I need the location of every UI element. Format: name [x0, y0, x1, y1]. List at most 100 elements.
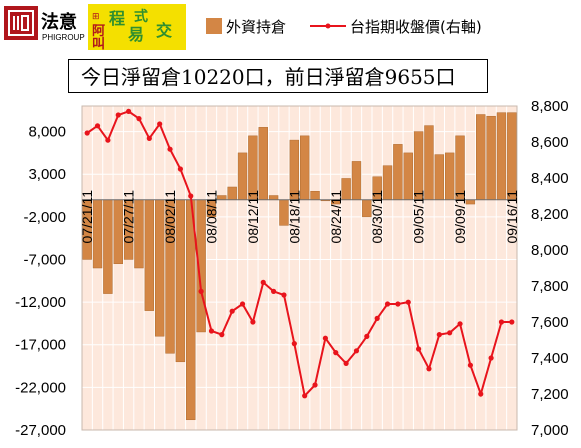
bar	[144, 199, 155, 311]
y-left-tick-label: -2,000	[23, 209, 66, 226]
price-point	[291, 341, 297, 347]
y-left-tick-label: 8,000	[28, 124, 66, 141]
y-right-tick-label: 8,000	[531, 242, 569, 259]
price-point	[426, 366, 432, 372]
y-left-tick-label: -27,000	[15, 422, 66, 439]
x-tick-label: 07/21/11	[79, 190, 95, 244]
price-point	[488, 355, 494, 361]
price-point	[239, 301, 246, 307]
price-point	[374, 315, 380, 321]
price-point	[208, 328, 215, 334]
price-point	[436, 332, 442, 338]
bar	[434, 154, 445, 201]
program-char: 叫	[92, 36, 105, 50]
bar-series	[82, 112, 517, 421]
x-tick-label: 07/27/11	[121, 190, 137, 244]
bar	[268, 195, 279, 201]
bar	[393, 144, 403, 201]
price-point	[105, 137, 111, 143]
x-tick-label: 08/12/11	[245, 190, 261, 244]
brand-sub-text: PHIGROUP	[42, 33, 85, 42]
y-right-tick-label: 7,400	[531, 350, 569, 367]
y-left-tick-label: -17,000	[15, 337, 66, 354]
price-point	[157, 121, 163, 127]
program-mark-icon: ⊞	[92, 12, 100, 22]
x-tick-label: 09/16/11	[504, 190, 520, 244]
price-point	[364, 333, 370, 339]
price-point	[167, 146, 173, 152]
bar	[258, 127, 268, 201]
y-right-tick-label: 8,600	[531, 134, 569, 151]
logo: 法意 PHIGROUP ⊞ 程 式 阿 易 叫 交	[4, 4, 194, 52]
price-point	[115, 112, 121, 118]
price-point	[84, 130, 90, 136]
x-tick-label: 09/05/11	[411, 190, 427, 244]
bar	[496, 112, 507, 201]
y-right-tick-label: 8,800	[531, 98, 569, 115]
legend: 外資持倉 台指期收盤價(右軸)	[206, 18, 482, 36]
price-point	[94, 123, 101, 129]
price-point	[198, 288, 204, 294]
price-point	[509, 319, 515, 325]
x-tick-label: 08/30/11	[369, 190, 385, 244]
brand-main-text: 法意	[41, 11, 77, 33]
price-point	[384, 301, 391, 307]
y-right-tick-label: 7,600	[531, 314, 569, 331]
price-point	[478, 391, 484, 397]
program-badge	[88, 4, 186, 50]
line-series	[84, 108, 515, 399]
price-point	[260, 279, 266, 285]
y-right-tick-label: 7,800	[531, 278, 569, 295]
price-point	[498, 319, 505, 325]
price-point	[395, 301, 401, 307]
price-point	[302, 393, 308, 399]
price-point	[457, 321, 463, 327]
price-point	[219, 332, 225, 338]
y-left-tick-label: -12,000	[15, 294, 66, 311]
price-point	[333, 350, 339, 356]
bar	[103, 199, 113, 294]
x-tick-label: 08/02/11	[162, 190, 178, 244]
price-point	[126, 108, 132, 114]
bar	[227, 186, 237, 201]
program-char: 式	[134, 8, 148, 25]
price-point	[281, 292, 287, 298]
price-point	[229, 308, 235, 314]
program-char: 程	[109, 9, 125, 28]
headline-box: 今日淨留倉10220口，前日淨留倉9655口	[68, 59, 488, 93]
y-left-tick-label: -7,000	[23, 251, 66, 268]
y-right-tick-label: 7,200	[531, 386, 569, 403]
x-tick-label: 08/24/11	[328, 190, 344, 244]
price-point	[343, 360, 349, 366]
logo-seal-frame	[8, 10, 34, 36]
y-right-tick-label: 8,400	[531, 170, 569, 187]
price-point	[271, 288, 277, 294]
program-char: 易	[128, 25, 144, 44]
price-point	[447, 330, 453, 336]
x-tick-label: 08/18/11	[286, 190, 302, 244]
price-point	[353, 348, 360, 354]
bar	[424, 125, 434, 201]
plot-frame	[81, 105, 518, 431]
price-point	[136, 116, 142, 122]
y-right-tick-label: 7,000	[531, 422, 569, 439]
y-left-tick-label: -22,000	[15, 379, 66, 396]
logo-seal-glyph	[13, 15, 29, 31]
legend-bar-label: 外資持倉	[226, 18, 286, 36]
price-point	[177, 166, 183, 172]
bar	[486, 115, 496, 201]
legend-bar-swatch	[206, 18, 222, 34]
bar	[310, 191, 320, 201]
price-point	[188, 193, 194, 199]
bar	[507, 112, 517, 201]
price-point	[146, 135, 152, 141]
logo-graphic: 法意 PHIGROUP ⊞ 程 式 阿 易 叫 交	[4, 4, 186, 52]
price-point	[416, 346, 422, 352]
bar	[351, 161, 362, 201]
y-right-tick-label: 8,200	[531, 206, 569, 223]
legend-line-label: 台指期收盤價(右軸)	[350, 18, 482, 36]
x-tick-label: 08/08/11	[203, 190, 219, 244]
price-point	[322, 335, 328, 341]
x-tick-label: 09/09/11	[452, 190, 468, 244]
